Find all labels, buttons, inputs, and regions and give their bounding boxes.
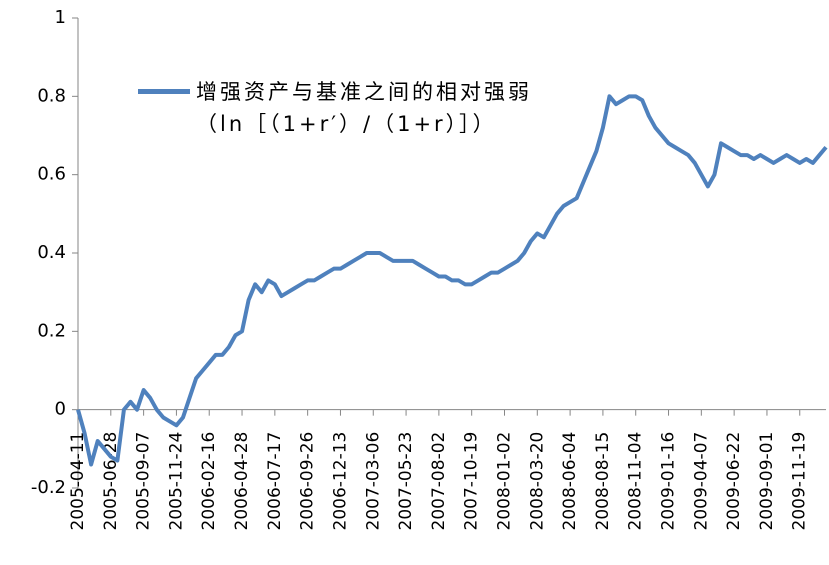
y-tick-label: 0 xyxy=(55,399,66,420)
y-tick-label: 0.4 xyxy=(37,242,66,263)
y-tick-label: 0.8 xyxy=(37,85,66,106)
x-tick-label: 2007-08-02 xyxy=(429,432,449,531)
x-tick-label: 2008-03-20 xyxy=(527,432,547,531)
x-tick-label: 2009-11-19 xyxy=(790,432,810,531)
x-tick-label: 2005-11-24 xyxy=(166,432,186,531)
x-tick-label: 2008-06-04 xyxy=(560,432,580,531)
y-tick-label: 0.6 xyxy=(37,164,66,185)
x-tick-label: 2005-09-07 xyxy=(134,432,154,531)
legend-label: 增强资产与基准之间的相对强弱（ln［（1+r′）/（1+r）］） xyxy=(196,80,532,136)
x-tick-label: 2008-01-02 xyxy=(494,432,514,531)
x-tick-label: 2006-12-13 xyxy=(330,432,350,531)
x-tick-label: 2005-04-11 xyxy=(68,432,88,531)
x-tick-label: 2009-04-07 xyxy=(691,432,711,531)
y-tick-label: 0.2 xyxy=(37,320,66,341)
x-tick-label: 2007-03-06 xyxy=(363,432,383,531)
x-tick-label: 2006-04-28 xyxy=(232,432,252,531)
x-tick-label: 2006-07-17 xyxy=(265,432,285,531)
x-tick-label: 2009-01-16 xyxy=(659,432,679,531)
legend-swatch xyxy=(138,89,190,94)
x-tick-label: 2007-10-19 xyxy=(462,432,482,531)
legend: 增强资产与基准之间的相对强弱（ln［（1+r′）/（1+r）］） xyxy=(138,76,536,140)
x-tick-label: 2008-11-04 xyxy=(626,432,646,531)
x-tick-label: 2006-09-26 xyxy=(298,432,318,531)
x-tick-label: 2006-02-16 xyxy=(199,432,219,531)
x-tick-label: 2009-06-22 xyxy=(724,432,744,531)
x-tick-label: 2009-09-01 xyxy=(757,432,777,531)
x-tick-label: 2005-06-28 xyxy=(101,432,121,531)
y-tick-label: -0.2 xyxy=(31,477,66,498)
data-line xyxy=(76,94,828,467)
y-tick-label: 1 xyxy=(55,7,66,28)
x-tick-label: 2007-05-23 xyxy=(396,432,416,531)
x-tick-label: 2008-08-15 xyxy=(593,432,613,531)
